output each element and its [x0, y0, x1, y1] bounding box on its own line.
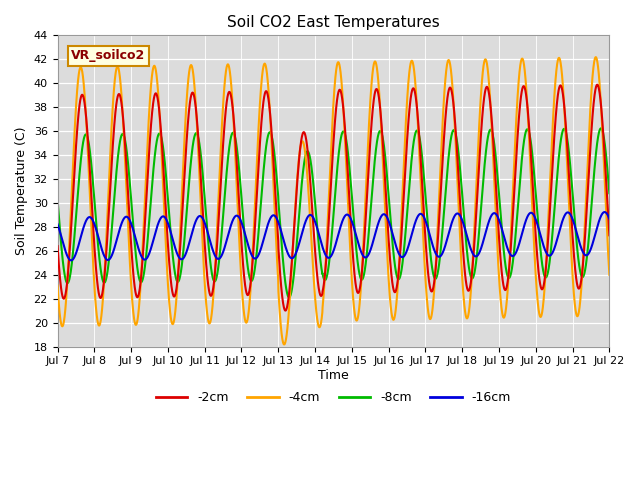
- Text: VR_soilco2: VR_soilco2: [71, 49, 145, 62]
- Y-axis label: Soil Temperature (C): Soil Temperature (C): [15, 127, 28, 255]
- X-axis label: Time: Time: [318, 369, 349, 382]
- Title: Soil CO2 East Temperatures: Soil CO2 East Temperatures: [227, 15, 440, 30]
- Legend: -2cm, -4cm, -8cm, -16cm: -2cm, -4cm, -8cm, -16cm: [151, 386, 516, 409]
